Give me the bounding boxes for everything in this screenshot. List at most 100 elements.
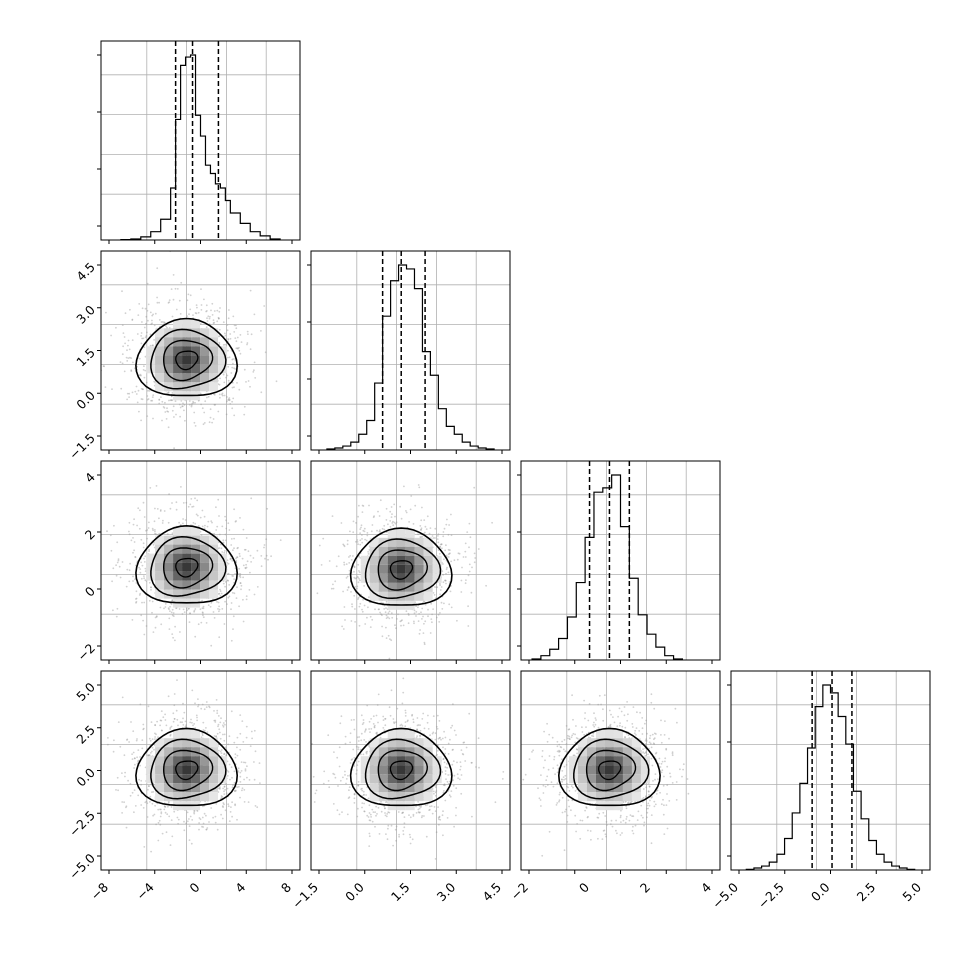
sample-point: [176, 679, 178, 681]
sample-point: [341, 811, 343, 813]
sample-point: [180, 400, 183, 402]
sample-point: [345, 577, 348, 579]
sample-point: [232, 397, 235, 400]
sample-point: [127, 344, 129, 347]
sample-point: [154, 530, 156, 533]
sample-point: [363, 527, 366, 530]
density-cell: [200, 747, 210, 757]
sample-point: [438, 621, 441, 623]
sample-point: [338, 765, 341, 768]
sample-point: [158, 319, 161, 321]
sample-point: [193, 723, 196, 725]
sample-point: [444, 748, 447, 750]
row3-col0-xtick-label: −8: [87, 879, 111, 903]
sample-point: [173, 693, 176, 695]
sample-point: [115, 574, 118, 577]
density-cell: [155, 774, 165, 784]
sample-point: [491, 521, 493, 524]
sample-point: [193, 811, 196, 813]
sample-point: [159, 823, 162, 826]
sample-point: [234, 573, 237, 575]
sample-point: [223, 803, 225, 806]
sample-point: [390, 612, 393, 615]
sample-point: [351, 605, 354, 608]
sample-point: [219, 396, 221, 399]
sample-point: [228, 820, 231, 822]
sample-point: [139, 568, 142, 570]
density-cell: [423, 537, 433, 547]
sample-point: [142, 542, 145, 545]
sample-point: [135, 601, 137, 604]
sample-point: [171, 399, 174, 402]
sample-point: [126, 392, 129, 395]
sample-point: [417, 620, 420, 622]
density-cell: [191, 355, 201, 365]
sample-point: [140, 538, 143, 541]
sample-point: [485, 584, 487, 587]
sample-point: [371, 618, 374, 621]
sample-point: [143, 376, 146, 379]
sample-point: [243, 778, 246, 781]
density-cell: [387, 528, 397, 538]
sample-point: [441, 570, 444, 573]
sample-point: [159, 606, 162, 609]
sample-point: [230, 710, 233, 713]
sample-point: [351, 603, 353, 606]
density-cell: [155, 382, 165, 392]
sample-point: [133, 518, 136, 521]
density-cell: [155, 589, 165, 599]
sample-point: [185, 822, 188, 825]
sample-point: [350, 620, 353, 622]
sample-point: [174, 639, 176, 642]
sample-point: [147, 303, 150, 306]
sample-point: [227, 317, 230, 320]
sample-point: [393, 521, 396, 524]
sample-point: [218, 515, 220, 517]
sample-point: [150, 586, 152, 589]
sample-point: [201, 732, 204, 735]
sample-point: [173, 704, 176, 707]
density-cell: [387, 582, 397, 592]
density-cell: [182, 364, 192, 374]
density-cell: [414, 591, 424, 601]
sample-point: [174, 625, 177, 628]
sample-point: [189, 294, 192, 297]
sample-point: [143, 577, 146, 580]
sample-point: [185, 726, 188, 728]
sample-point: [177, 818, 180, 821]
sample-point: [385, 626, 387, 629]
density-cell: [191, 319, 201, 329]
density-cell: [191, 765, 201, 775]
sample-point: [182, 608, 185, 611]
sample-point: [167, 391, 170, 394]
sample-point: [155, 733, 157, 736]
sample-point: [148, 599, 151, 602]
density-cell: [164, 756, 174, 766]
row1-col0-ytick-label: 4.5: [73, 259, 98, 284]
density-cell: [191, 792, 201, 802]
sample-point: [428, 532, 431, 535]
sample-point: [159, 724, 162, 727]
sample-point: [203, 515, 206, 518]
density-cell: [405, 582, 415, 592]
sample-point: [147, 754, 150, 757]
sample-point: [205, 727, 207, 729]
sample-point: [102, 365, 105, 367]
sample-point: [474, 557, 477, 559]
sample-point: [249, 385, 251, 388]
sample-point: [412, 523, 415, 525]
sample-point: [198, 817, 201, 819]
sample-point: [188, 818, 190, 820]
sample-point: [421, 535, 424, 538]
row2-col0-contour: [135, 524, 239, 604]
density-cell: [369, 582, 379, 592]
sample-point: [170, 806, 173, 808]
sample-point: [140, 387, 143, 390]
sample-point: [419, 536, 422, 538]
sample-point: [217, 749, 220, 752]
sample-point: [147, 754, 150, 756]
density-cell: [405, 528, 415, 538]
sample-point: [420, 805, 423, 807]
sample-point: [227, 522, 230, 525]
sample-point: [182, 502, 185, 504]
